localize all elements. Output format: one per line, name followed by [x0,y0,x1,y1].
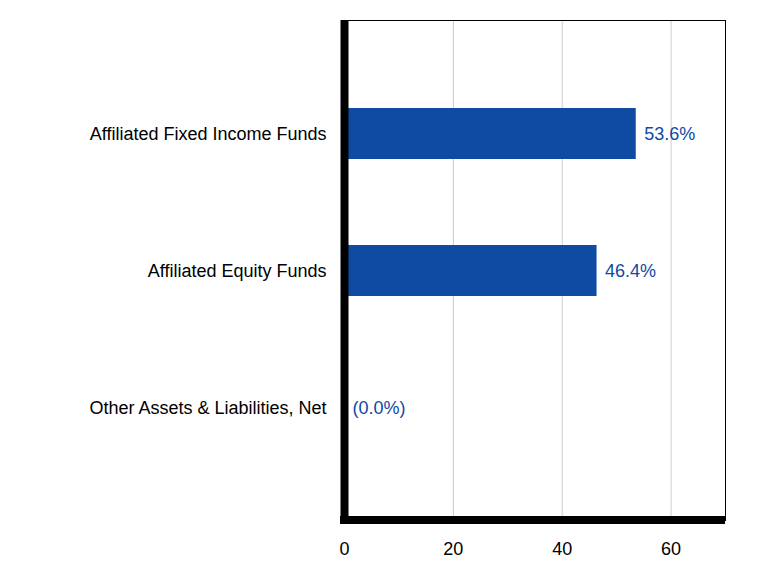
svg-text:Affiliated Fixed Income Funds: Affiliated Fixed Income Funds [90,124,327,144]
svg-text:60: 60 [661,539,681,559]
svg-text:Other Assets & Liabilities, Ne: Other Assets & Liabilities, Net [89,398,326,418]
svg-text:Affiliated Equity Funds: Affiliated Equity Funds [148,261,327,281]
svg-text:20: 20 [443,539,463,559]
svg-text:(0.0%): (0.0%) [353,398,406,418]
svg-text:53.6%: 53.6% [644,124,695,144]
svg-text:46.4%: 46.4% [605,261,656,281]
svg-text:0: 0 [339,539,349,559]
svg-text:40: 40 [552,539,572,559]
